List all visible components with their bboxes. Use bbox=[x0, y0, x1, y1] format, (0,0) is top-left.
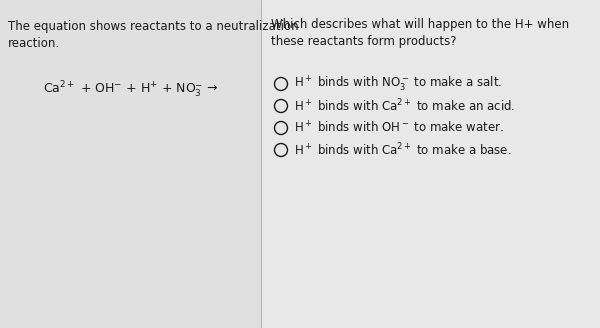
Text: Ca$^{2+}$ + OH$^{-}$ + H$^{+}$ + NO$_{3}^{-}$ →: Ca$^{2+}$ + OH$^{-}$ + H$^{+}$ + NO$_{3}… bbox=[43, 80, 218, 100]
Text: H$^+$ binds with Ca$^{2+}$ to make a base.: H$^+$ binds with Ca$^{2+}$ to make a bas… bbox=[295, 142, 512, 158]
FancyBboxPatch shape bbox=[261, 0, 600, 328]
Text: H$^+$ binds with Ca$^{2+}$ to make an acid.: H$^+$ binds with Ca$^{2+}$ to make an ac… bbox=[295, 98, 516, 114]
Text: H$^+$ binds with NO$_3^-$ to make a salt.: H$^+$ binds with NO$_3^-$ to make a salt… bbox=[295, 74, 503, 93]
Text: The equation shows reactants to a neutralization
reaction.: The equation shows reactants to a neutra… bbox=[8, 20, 299, 50]
Text: H$^+$ binds with OH$^-$ to make water.: H$^+$ binds with OH$^-$ to make water. bbox=[295, 120, 504, 136]
FancyBboxPatch shape bbox=[0, 0, 261, 328]
Text: Which describes what will happen to the H+ when
these reactants form products?: Which describes what will happen to the … bbox=[271, 18, 569, 48]
